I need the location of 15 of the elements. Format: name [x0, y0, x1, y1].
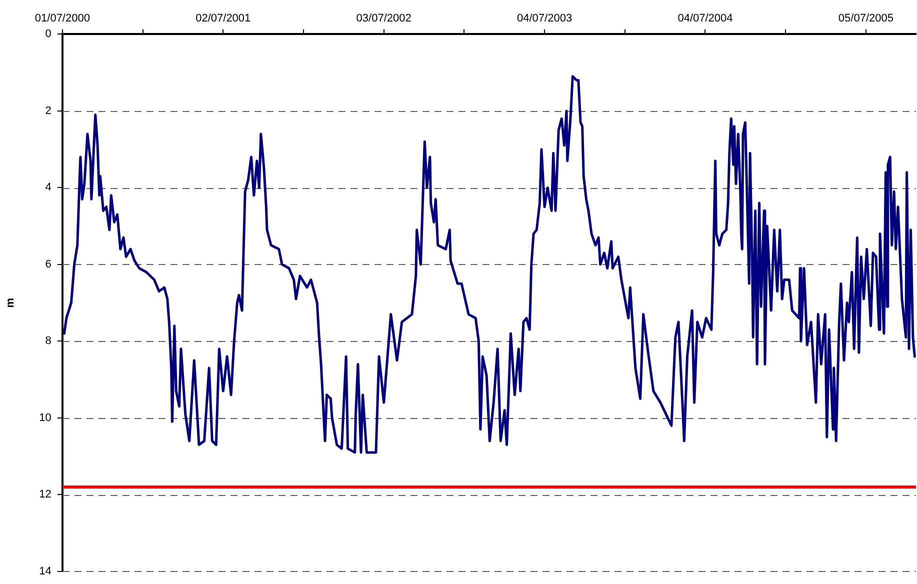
x-tick-label: 02/07/2001: [196, 12, 251, 25]
y-tick-label: 0: [45, 28, 52, 40]
y-tick-label: 8: [45, 335, 52, 348]
x-tick-label: 01/07/2000: [34, 12, 90, 25]
y-tick-label: 6: [45, 258, 52, 270]
x-tick-label: 05/07/2005: [838, 12, 894, 25]
x-tick-label: 04/07/2004: [678, 12, 733, 25]
y-tick-label: 12: [39, 488, 52, 501]
y-tick-label: 4: [45, 182, 52, 194]
x-tick-label: 04/07/2003: [517, 12, 572, 25]
x-tick-label: 03/07/2002: [356, 12, 412, 25]
y-tick-label: 10: [39, 412, 52, 424]
y-axis-title: m: [4, 298, 17, 308]
y-tick-label: 2: [45, 104, 52, 117]
y-tick-label: 14: [39, 565, 52, 578]
